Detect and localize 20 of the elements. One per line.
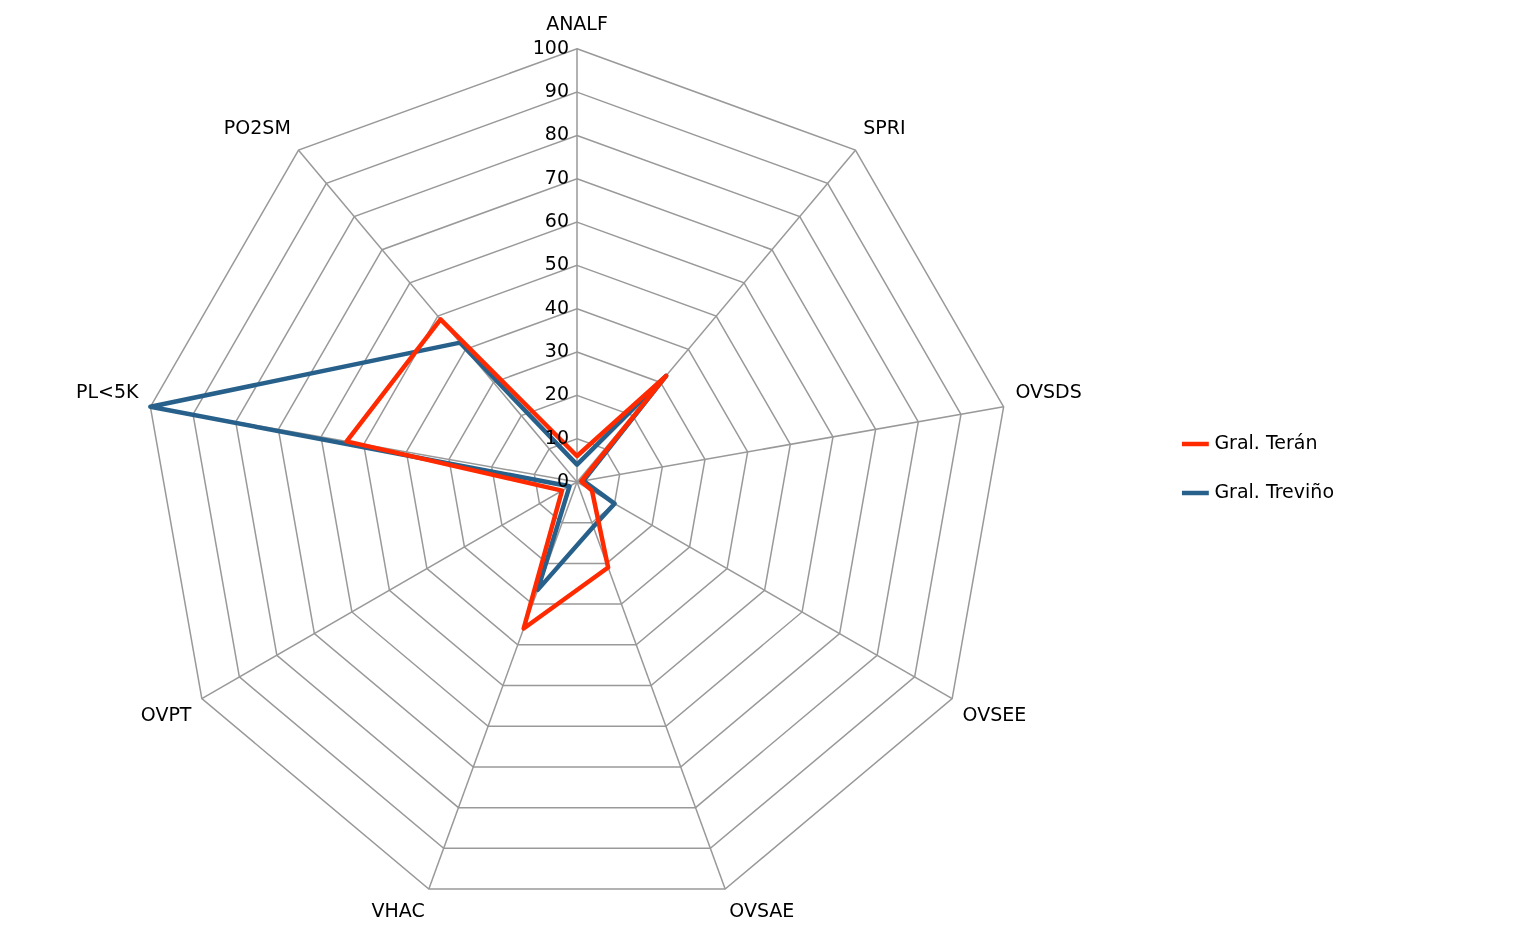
y-tick-label: 80 (544, 122, 569, 145)
y-tick-label: 60 (544, 209, 569, 232)
y-tick-label: 90 (544, 79, 569, 102)
spoke-label: PO2SM (223, 116, 291, 139)
y-tick-label: 100 (532, 35, 569, 58)
spoke-label: VHAC (371, 898, 425, 921)
spoke-label: OVPT (140, 702, 192, 725)
spoke-label: SPRI (863, 116, 906, 139)
y-tick-label: 40 (544, 295, 569, 318)
y-tick-label: 30 (544, 338, 569, 361)
spoke-label: ANALF (546, 12, 608, 35)
y-tick-label: 50 (544, 252, 569, 275)
y-tick-label: 20 (544, 382, 569, 405)
spoke-label: OVSEE (962, 702, 1027, 725)
spoke-label: PL<5K (76, 380, 140, 403)
spoke-label: OVSDS (1015, 380, 1082, 403)
y-tick-label: 70 (544, 165, 569, 188)
spoke-label: OVSAE (729, 898, 795, 921)
legend-label: Gral. Terán (1214, 430, 1318, 453)
legend-label: Gral. Treviño (1214, 479, 1334, 502)
